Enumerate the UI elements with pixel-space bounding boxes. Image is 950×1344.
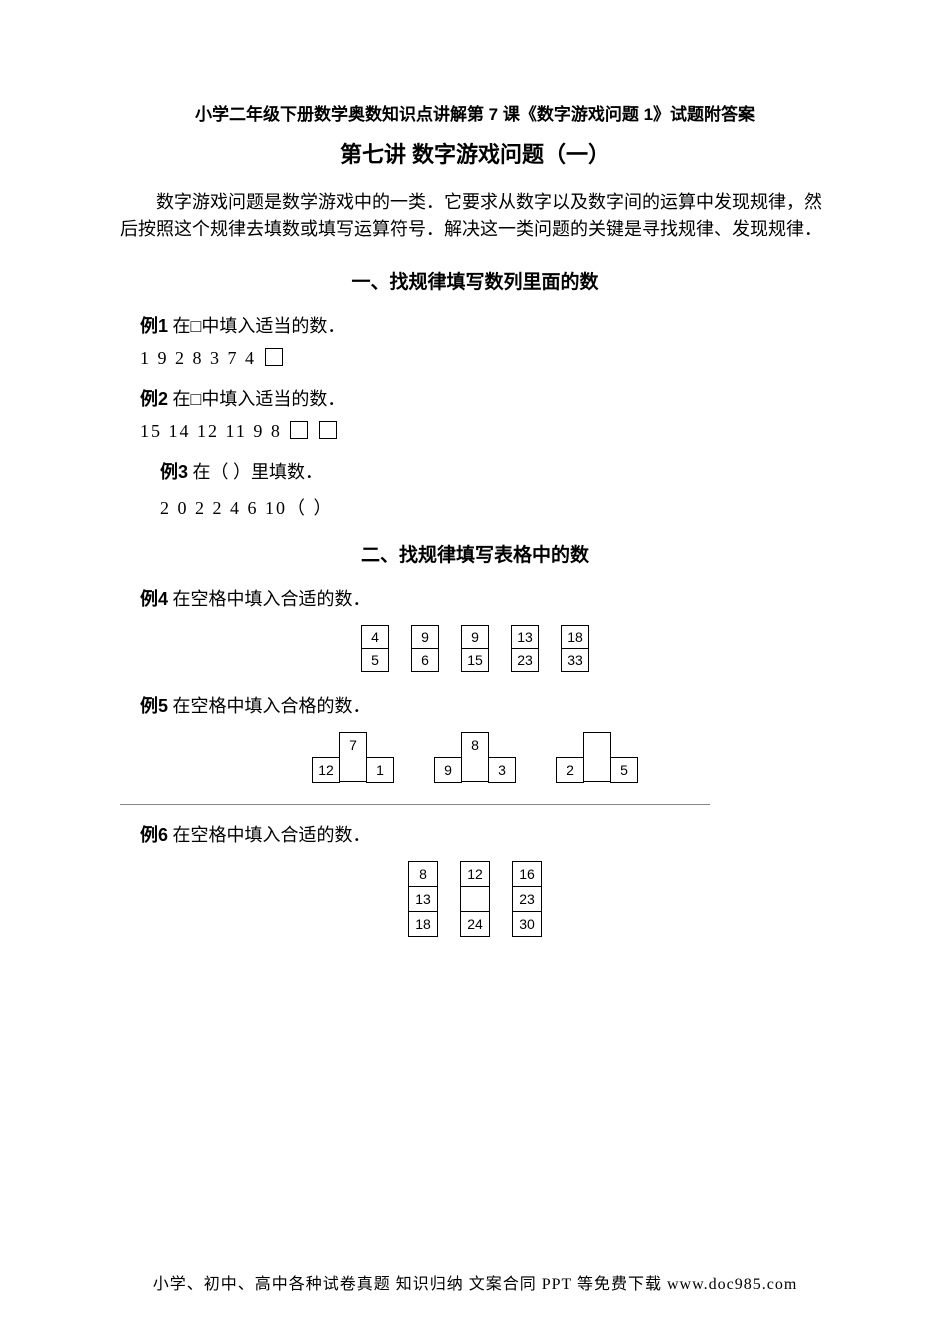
- column-stack: 81318: [408, 861, 438, 937]
- example-4-label: 例4: [140, 589, 168, 609]
- table-cell: 23: [513, 887, 542, 912]
- column-stack: 162330: [512, 861, 542, 937]
- mini-table: 45: [361, 625, 389, 672]
- sequence-2: 15 14 12 11 9 8: [140, 421, 830, 442]
- page-footer: 小学、初中、高中各种试卷真题 知识归纳 文案合同 PPT 等免费下载 www.d…: [0, 1270, 950, 1294]
- column-stack: 12 24: [460, 861, 490, 937]
- example-2-text: 在□中填入适当的数．: [168, 389, 345, 409]
- table-cell: 9: [412, 626, 439, 649]
- table-cell: 23: [512, 649, 539, 672]
- example-5-text: 在空格中填入合格的数．: [168, 696, 371, 716]
- example-3-text: 在（ ）里填数．: [188, 462, 323, 482]
- document-page: 小学二年级下册数学奥数知识点讲解第 7 课《数字游戏问题 1》试题附答案 第七讲…: [0, 0, 950, 997]
- table-cell: 18: [562, 626, 589, 649]
- t-cell: 5: [610, 757, 638, 783]
- mini-table: 96: [411, 625, 439, 672]
- sequence-1: 1 9 2 8 3 7 4: [140, 348, 830, 369]
- example-1: 例1 在□中填入适当的数．: [140, 312, 830, 338]
- t-cell: 8: [461, 732, 489, 758]
- section-2-heading: 二、找规律填写表格中的数: [120, 540, 830, 567]
- t-cell: 1: [366, 757, 394, 783]
- table-cell: 15: [462, 649, 489, 672]
- table-cell: 33: [562, 649, 589, 672]
- example-2-label: 例2: [140, 389, 168, 409]
- example-1-text: 在□中填入适当的数．: [168, 316, 345, 336]
- example-6-label: 例6: [140, 825, 168, 845]
- mini-table: 1833: [561, 625, 589, 672]
- table-cell: 13: [409, 887, 438, 912]
- table-cell: 12: [461, 862, 490, 887]
- t-cell: [583, 732, 611, 758]
- table-cell: 4: [362, 626, 389, 649]
- example-4: 例4 在空格中填入合适的数．: [140, 585, 830, 611]
- table-cell: 13: [512, 626, 539, 649]
- sequence-3: 2 0 2 2 4 6 10（ ）: [160, 494, 830, 520]
- table-cell: 5: [362, 649, 389, 672]
- sequence-1-numbers: 1 9 2 8 3 7 4: [140, 348, 263, 368]
- example-6: 例6 在空格中填入合适的数．: [140, 821, 830, 847]
- example-6-text: 在空格中填入合适的数．: [168, 825, 371, 845]
- blank-box-icon: [290, 421, 308, 439]
- t-cell: 9: [434, 757, 462, 783]
- example-5-shapes: 712 1 893 25: [120, 732, 830, 784]
- header-title: 小学二年级下册数学奥数知识点讲解第 7 课《数字游戏问题 1》试题附答案: [120, 100, 830, 125]
- t-shape: 25: [556, 732, 638, 784]
- table-cell: 8: [409, 862, 438, 887]
- example-2: 例2 在□中填入适当的数．: [140, 385, 830, 411]
- blank-box-icon: [265, 348, 283, 366]
- example-3-label: 例3: [160, 462, 188, 482]
- table-cell: 6: [412, 649, 439, 672]
- example-1-label: 例1: [140, 316, 168, 336]
- table-cell: 9: [462, 626, 489, 649]
- example-4-text: 在空格中填入合适的数．: [168, 589, 371, 609]
- intro-paragraph: 数字游戏问题是数学游戏中的一类．它要求从数字以及数字间的运算中发现规律，然后按照…: [120, 189, 830, 243]
- mini-table: 915: [461, 625, 489, 672]
- t-shape: 712 1: [312, 732, 394, 784]
- table-cell: 18: [409, 912, 438, 937]
- blank-box-icon: [319, 421, 337, 439]
- t-cell: [583, 757, 611, 782]
- t-cell: [339, 757, 367, 782]
- example-3: 例3 在（ ）里填数．: [160, 458, 830, 484]
- t-cell: 12: [312, 757, 340, 783]
- example-5-label: 例5: [140, 696, 168, 716]
- t-cell: 2: [556, 757, 584, 783]
- example-5: 例5 在空格中填入合格的数．: [140, 692, 830, 718]
- table-cell: 30: [513, 912, 542, 937]
- t-cell: [461, 757, 489, 782]
- example-4-tables: 459691513231833: [120, 625, 830, 672]
- main-title: 第七讲 数字游戏问题（一）: [120, 137, 830, 169]
- t-shape: 893: [434, 732, 516, 784]
- section-1-heading: 一、找规律填写数列里面的数: [120, 267, 830, 294]
- table-cell: [461, 887, 490, 912]
- sequence-2-numbers: 15 14 12 11 9 8: [140, 421, 288, 441]
- table-cell: 24: [461, 912, 490, 937]
- mini-table: 1323: [511, 625, 539, 672]
- t-cell: 7: [339, 732, 367, 758]
- example-6-columns: 81318 12 24 162330: [120, 861, 830, 937]
- t-cell: 3: [488, 757, 516, 783]
- separator-line: [120, 804, 710, 805]
- table-cell: 16: [513, 862, 542, 887]
